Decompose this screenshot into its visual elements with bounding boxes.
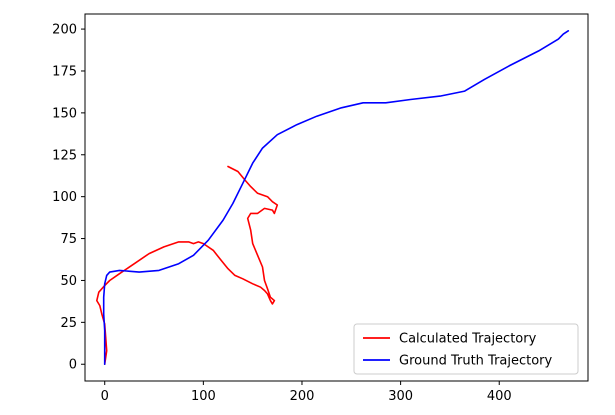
y-tick-label: 150 (52, 106, 77, 121)
axes: 0 100 200 300 400 0 25 50 75 100 125 150 175 200 (52, 13, 589, 404)
y-tick-label: 25 (60, 316, 77, 331)
legend-label: Ground Truth Trajectory (399, 354, 553, 369)
legend-label: Calculated Trajectory (399, 332, 537, 347)
y-tick-label: 175 (52, 64, 77, 79)
axes-frame (84, 13, 589, 382)
legend-box (353, 323, 579, 375)
series-line-calculated (96, 165, 279, 365)
x-tick-label: 400 (487, 389, 512, 404)
x-tick-label: 300 (388, 389, 413, 404)
plot-area (96, 30, 570, 365)
x-tick-label: 200 (290, 389, 315, 404)
series-line-ground-truth (102, 30, 570, 365)
legend: Calculated Trajectory Ground Truth Trajec… (353, 323, 579, 375)
y-tick-label: 0 (69, 358, 77, 373)
y-tick-label: 75 (60, 232, 77, 247)
y-tick-label: 200 (52, 23, 77, 38)
y-tick-label: 50 (60, 274, 77, 289)
y-tick-label: 125 (52, 148, 77, 163)
x-tick-label: 100 (191, 389, 216, 404)
x-tick-label: 0 (101, 389, 109, 404)
y-tick-label: 100 (52, 190, 77, 205)
